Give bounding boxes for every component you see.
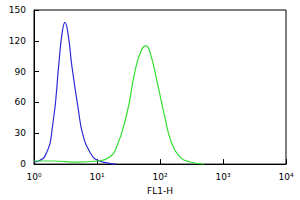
svg-text:10⁰: 10⁰ [26, 172, 41, 182]
svg-text:10⁴: 10⁴ [278, 172, 293, 182]
svg-text:10³: 10³ [215, 172, 230, 182]
svg-text:150: 150 [9, 5, 26, 15]
svg-text:60: 60 [15, 97, 27, 107]
svg-text:10¹: 10¹ [89, 172, 104, 182]
svg-text:90: 90 [15, 67, 27, 77]
svg-text:30: 30 [15, 128, 27, 138]
svg-text:0: 0 [20, 159, 26, 169]
svg-text:120: 120 [9, 36, 26, 46]
svg-text:10²: 10² [152, 172, 167, 182]
svg-text:FL1-H: FL1-H [147, 186, 173, 196]
